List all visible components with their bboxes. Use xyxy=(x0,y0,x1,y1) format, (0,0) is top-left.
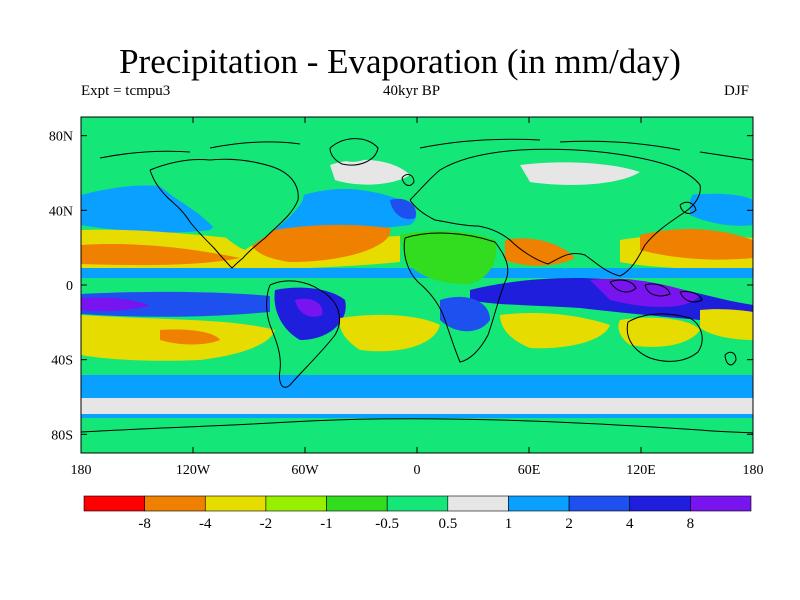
itcz-pacific-band xyxy=(81,291,270,317)
colorbar-box xyxy=(144,495,206,512)
colorbar-label: -0.5 xyxy=(375,516,399,532)
africa-wet xyxy=(440,296,490,332)
lat-tick-label: 40N xyxy=(49,204,73,219)
itcz-pacific-purple xyxy=(81,297,150,312)
lon-tick-label: 120W xyxy=(176,463,211,478)
coast-eurasia xyxy=(409,148,701,277)
colorbar-label: -2 xyxy=(260,516,273,532)
colorbar-box xyxy=(326,495,388,512)
coast-antarctica xyxy=(81,418,753,434)
colorbar-box xyxy=(690,495,752,512)
north-atlantic-gray xyxy=(330,159,410,185)
plot-title: Precipitation - Evaporation (in mm/day) xyxy=(119,42,681,81)
south-indian-yellow xyxy=(500,313,610,349)
colorbar-box xyxy=(83,495,145,512)
lat-tick-label: 0 xyxy=(66,279,73,294)
coast-new-zealand xyxy=(724,351,737,366)
siberia-gray xyxy=(520,162,640,185)
colorbar-box xyxy=(508,495,570,512)
time-label: 40kyr BP xyxy=(383,83,441,99)
colorbar-label: 2 xyxy=(565,516,573,532)
lon-tick-label: 120E xyxy=(626,463,656,478)
greenland-land xyxy=(335,140,375,162)
lon-tick-label: 60W xyxy=(291,463,319,478)
gulf-stream-dark xyxy=(390,198,416,220)
lat-tick-label: 40S xyxy=(51,354,73,369)
south-america-purple xyxy=(295,298,323,317)
colorbar-label: 4 xyxy=(626,516,634,532)
colorbar-label: -8 xyxy=(138,516,151,532)
north-subtropics-orange xyxy=(81,244,240,266)
colorbar-box xyxy=(447,495,509,512)
lon-tick-label: 60E xyxy=(518,463,541,478)
maritime-continent-purple xyxy=(590,278,700,307)
south-pacific-orange xyxy=(160,329,220,345)
coast-japan-uk xyxy=(401,174,697,214)
coast-maritime-islands xyxy=(609,279,703,303)
lat-tick-label: 80S xyxy=(51,428,73,443)
coast-north-america xyxy=(149,158,299,269)
southern-band-gray xyxy=(81,398,753,414)
south-atlantic-yellow xyxy=(339,314,440,352)
coast-arctic xyxy=(99,138,753,161)
coast-south-america xyxy=(266,280,340,388)
colorbar-label: 1 xyxy=(505,516,513,532)
west-pacific-orange xyxy=(640,228,753,260)
lon-tick-label: 180 xyxy=(743,463,764,478)
north-pacific-right xyxy=(690,193,753,226)
north-africa-land xyxy=(400,230,497,285)
experiment-label: Expt = tcmpu3 xyxy=(81,83,171,99)
lon-tick-label: 0 xyxy=(414,463,421,478)
equatorial-blue xyxy=(81,268,753,278)
lat-tick-label: 80N xyxy=(49,130,73,145)
precip-evap-field xyxy=(81,117,753,453)
lon-tick-label: 180 xyxy=(71,463,92,478)
colorbar-label: 0.5 xyxy=(438,516,457,532)
colorbar-label: -4 xyxy=(199,516,212,532)
coast-africa xyxy=(403,232,509,363)
season-label: DJF xyxy=(724,83,750,99)
north-atlantic-orange xyxy=(249,224,391,262)
map-axes: 180 120W 60W 0 60E 120E 180 80N 40N 0 40S 80S xyxy=(49,117,764,478)
north-america-land xyxy=(150,159,304,250)
colorbar-box xyxy=(386,495,449,512)
coast-australia xyxy=(626,313,703,362)
colorbar-box xyxy=(265,495,327,512)
australia-yellow xyxy=(618,317,700,347)
colorbar-label: -1 xyxy=(320,516,333,532)
colorbar-box xyxy=(568,495,631,512)
east-pacific-yellow xyxy=(700,309,753,340)
coastlines xyxy=(81,138,753,434)
colorbar-label: 8 xyxy=(687,516,695,532)
colorbar-box xyxy=(204,495,267,512)
colorbar-box xyxy=(629,495,691,512)
colorbar: -8 -4 -2 -1 -0.5 0.5 1 2 4 8 xyxy=(83,495,752,532)
coast-greenland xyxy=(329,138,379,166)
